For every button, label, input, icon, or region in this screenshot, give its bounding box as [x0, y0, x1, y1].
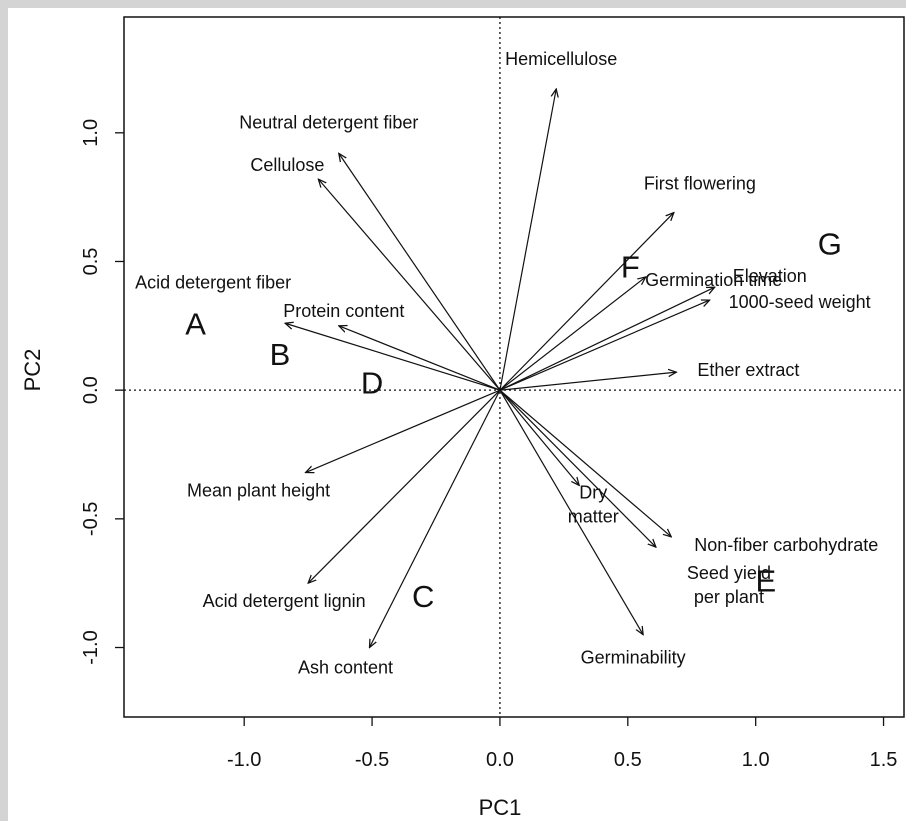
vector-label: Non-fiber carbohydrate — [694, 535, 878, 555]
vector-label: Hemicellulose — [505, 49, 617, 69]
y-tick-label: 0.0 — [80, 376, 102, 404]
loading-vector-arrow — [370, 389, 501, 647]
x-axis-title: PC1 — [479, 795, 522, 820]
vector-label: Protein content — [283, 301, 404, 321]
vector-label: Neutral detergent fiber — [239, 112, 418, 132]
x-axis: -1.0 -0.5 0.0 0.5 1.0 1.5 — [227, 717, 897, 771]
loading-vector-arrow — [499, 300, 710, 391]
reference-lines — [124, 17, 904, 717]
loading-vector-arrow — [339, 326, 501, 391]
vector-label: First flowering — [644, 174, 756, 194]
loading-vector-arrow — [499, 389, 579, 485]
y-axis-title: PC2 — [20, 349, 45, 392]
y-axis: -1.0 -0.5 0.0 0.5 1.0 — [80, 119, 124, 665]
loading-vector-arrow — [318, 179, 501, 391]
loading-vector-arrow — [499, 89, 556, 391]
plot-area-border — [123, 16, 905, 718]
frame-border-left — [0, 0, 8, 821]
group-label: D — [361, 365, 383, 400]
group-label: G — [818, 226, 842, 261]
loading-vector-arrow — [499, 213, 674, 391]
frame-border-top — [0, 0, 906, 8]
group-label: C — [412, 579, 434, 614]
loading-vector-arrow — [499, 372, 676, 391]
loading-vector-arrow — [499, 287, 715, 391]
vector-labels: Hemicellulose Neutral detergent fiber Cell… — [135, 49, 878, 677]
loading-vector-arrow — [339, 153, 501, 391]
vector-label: Cellulose — [250, 155, 324, 175]
vector-label: Seed yield per plant — [687, 563, 771, 607]
vector-label: Germinability — [581, 648, 686, 668]
loading-vector-arrow — [499, 389, 656, 547]
x-tick-label: 1.5 — [870, 749, 898, 771]
y-tick-label: -0.5 — [80, 502, 102, 536]
x-tick-label: -1.0 — [227, 749, 261, 771]
vector-label: Germination time — [645, 270, 782, 290]
vector-label: Ether extract — [697, 360, 799, 380]
vector-label: Acid detergent lignin — [203, 591, 366, 611]
loading-vector-arrow — [306, 389, 501, 472]
x-tick-label: 1.0 — [742, 749, 770, 771]
loading-vectors — [285, 89, 715, 647]
loading-vector-arrow — [499, 389, 671, 537]
group-labels: A B C D E F G — [185, 226, 842, 614]
loading-vector-arrow — [499, 277, 646, 391]
loading-vector-arrow — [308, 389, 501, 583]
group-label: E — [756, 564, 777, 599]
x-tick-label: -0.5 — [355, 749, 389, 771]
vector-label: Mean plant height — [187, 481, 330, 501]
y-tick-label: -1.0 — [80, 630, 102, 664]
y-tick-label: 0.5 — [80, 248, 102, 276]
vector-label: Elevation — [733, 266, 807, 286]
loading-vector-arrow — [285, 323, 501, 391]
vector-label: Dry matter — [568, 482, 619, 526]
x-tick-label: 0.0 — [486, 749, 514, 771]
group-label: B — [270, 337, 291, 372]
vector-label: Acid detergent fiber — [135, 272, 291, 292]
group-label: A — [185, 306, 206, 341]
x-tick-label: 0.5 — [614, 749, 642, 771]
y-tick-label: 1.0 — [80, 119, 102, 147]
group-label: F — [621, 250, 640, 285]
vector-label: Ash content — [298, 658, 393, 678]
loading-vector-arrow — [499, 389, 643, 634]
vector-label: 1000-seed weight — [729, 292, 871, 312]
